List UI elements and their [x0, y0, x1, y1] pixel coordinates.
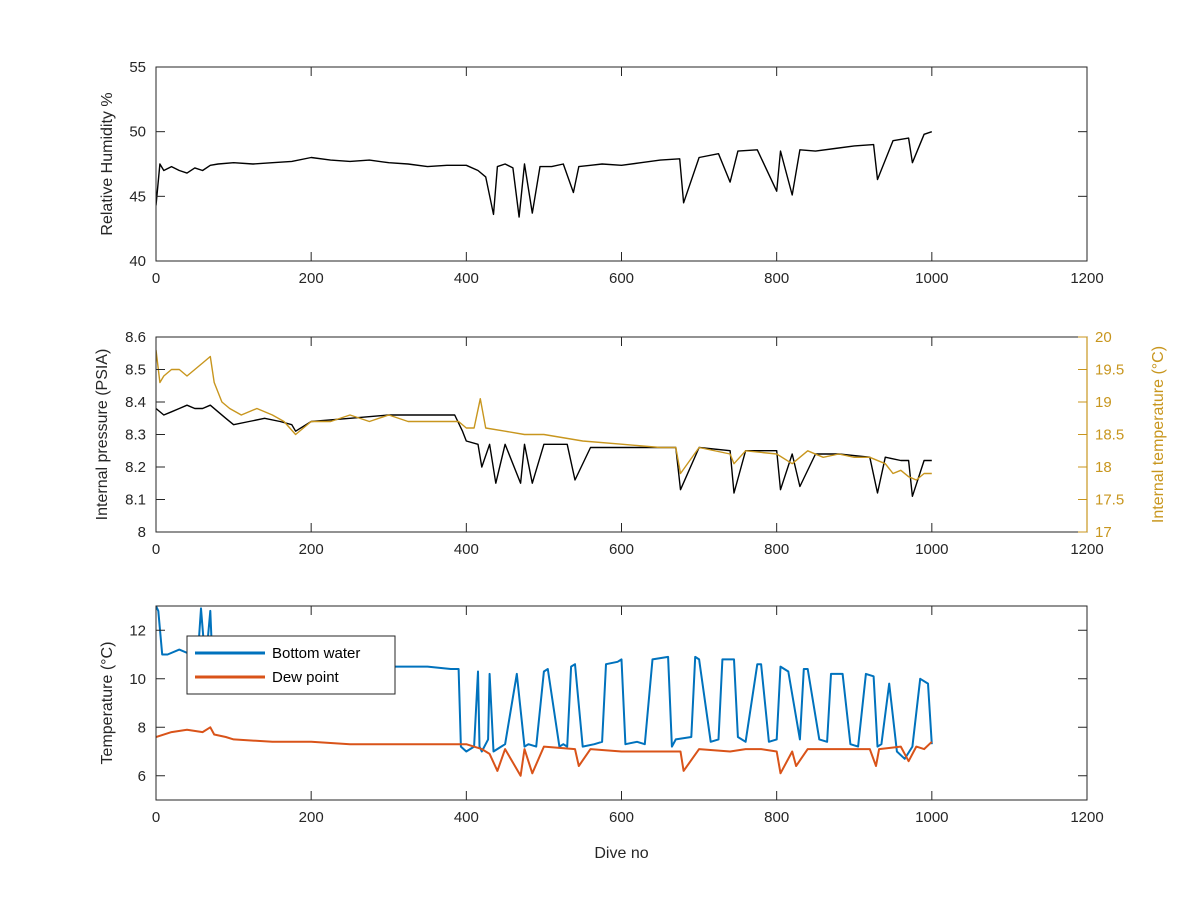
x-tick-label: 600 — [609, 541, 634, 558]
y-tick-label: 8.1 — [125, 492, 146, 509]
x-tick-label: 0 — [152, 541, 160, 558]
x-tick-label: 400 — [454, 541, 479, 558]
legend-label: Bottom water — [272, 645, 360, 662]
y-right-tick-label: 19.5 — [1095, 362, 1124, 379]
y-tick-label: 8.5 — [125, 362, 146, 379]
y-tick-label: 40 — [129, 253, 146, 270]
x-tick-label: 800 — [764, 809, 789, 826]
series-line-left-axis — [156, 404, 932, 497]
y-tick-label: 8.3 — [125, 427, 146, 444]
x-tick-label: 800 — [764, 270, 789, 287]
x-tick-label: 200 — [299, 270, 324, 287]
legend: Bottom water Dew point — [186, 635, 396, 695]
y-tick-label: 8.6 — [125, 329, 146, 346]
y-tick-label: 8.4 — [125, 394, 146, 411]
y-right-axis-label: Internal temperature (°C) — [1150, 346, 1167, 523]
series-line-right-axis — [156, 349, 932, 481]
x-tick-label: 200 — [299, 541, 324, 558]
y-right-tick-label: 19 — [1095, 394, 1112, 411]
legend-box — [186, 635, 396, 695]
x-tick-label: 1000 — [915, 270, 948, 287]
subplot-3: 0 200 400 600 800 1000 1200 6 8 10 12 Temperature (… — [99, 605, 1104, 862]
subplot-1: 0 200 400 600 800 1000 1200 40 45 50 55 Relative Hu… — [99, 59, 1104, 287]
series-line-left-axis — [156, 131, 933, 218]
y-right-tick-label: 17.5 — [1095, 492, 1124, 509]
y-right-tick-label: 20 — [1095, 329, 1112, 346]
x-tick-label: 0 — [152, 270, 160, 287]
y-tick-label: 8 — [138, 719, 146, 736]
y-tick-label: 45 — [129, 188, 146, 205]
x-tick-label: 1200 — [1070, 809, 1103, 826]
plot-frame — [155, 605, 1088, 801]
plot-frame — [155, 66, 1088, 262]
x-tick-label: 800 — [764, 541, 789, 558]
x-tick-label: 1200 — [1070, 270, 1103, 287]
y-axis-label: Internal pressure (PSIA) — [94, 349, 111, 521]
legend-label: Dew point — [272, 669, 340, 686]
series-line-dew-point — [156, 726, 933, 777]
x-tick-label: 1000 — [915, 809, 948, 826]
y-axis-label: Relative Humidity % — [99, 92, 116, 235]
x-tick-label: 1000 — [915, 541, 948, 558]
y-tick-label: 8 — [138, 524, 146, 541]
y-tick-label: 55 — [129, 59, 146, 76]
y-axis-label: Temperature (°C) — [99, 642, 116, 765]
x-tick-label: 600 — [609, 809, 634, 826]
x-tick-label: 200 — [299, 809, 324, 826]
x-tick-label: 600 — [609, 270, 634, 287]
y-right-tick-label: 18.5 — [1095, 427, 1124, 444]
x-tick-label: 400 — [454, 809, 479, 826]
y-tick-label: 10 — [129, 671, 146, 688]
y-tick-label: 12 — [129, 622, 146, 639]
subplot-2: 0 200 400 600 800 1000 1200 8 8.1 8.2 8.3 8.4 8.5 8.6… — [94, 329, 1167, 558]
y-tick-label: 8.2 — [125, 459, 146, 476]
x-tick-label: 0 — [152, 809, 160, 826]
y-tick-label: 50 — [129, 124, 146, 141]
x-tick-label: 400 — [454, 270, 479, 287]
x-tick-label: 1200 — [1070, 541, 1103, 558]
y-tick-label: 6 — [138, 768, 146, 785]
y-right-tick-label: 18 — [1095, 459, 1112, 476]
y-right-tick-label: 17 — [1095, 524, 1112, 541]
x-axis-label: Dive no — [594, 845, 648, 862]
